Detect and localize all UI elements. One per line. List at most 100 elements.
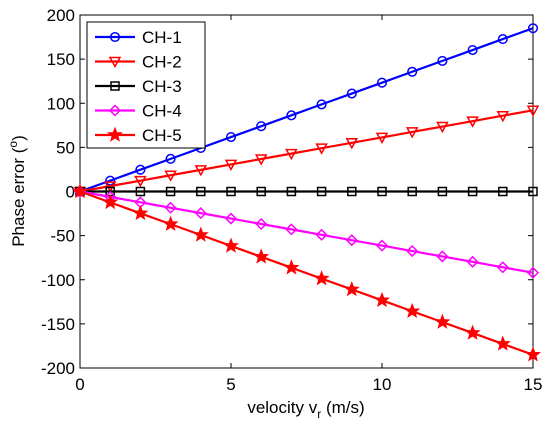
data-point (283, 259, 300, 275)
data-point (256, 186, 266, 197)
x-tick-label: 0 (75, 375, 84, 394)
data-point (466, 255, 479, 268)
x-tick-label: 5 (226, 375, 235, 394)
data-point (375, 132, 389, 144)
data-point (347, 186, 357, 197)
data-point (316, 99, 327, 110)
data-point (374, 291, 390, 308)
legend-item: CH-3 (95, 77, 182, 96)
y-axis-label-superscript: o (6, 141, 20, 148)
legend-item: CH-2 (95, 53, 182, 72)
data-point (286, 186, 297, 197)
y-tick-label: 0 (66, 183, 75, 202)
data-point (72, 183, 88, 199)
data-point (437, 186, 448, 197)
data-point (253, 248, 270, 264)
data-point (285, 223, 298, 236)
data-point (437, 55, 448, 66)
data-point (436, 250, 449, 263)
data-point (316, 186, 327, 197)
y-tick-label: 200 (47, 6, 75, 25)
data-point (286, 110, 297, 121)
y-axis-label-close: ) (9, 135, 28, 141)
data-point (407, 66, 418, 77)
series-line (79, 109, 534, 193)
data-point (162, 215, 179, 231)
data-point (165, 153, 176, 164)
legend-label: CH-3 (142, 77, 182, 96)
legend-label: CH-2 (142, 53, 182, 72)
data-point (164, 201, 177, 214)
legend-marker (109, 31, 121, 43)
series-line (79, 190, 534, 274)
y-tick-label: -200 (41, 359, 75, 378)
legend-label: CH-1 (142, 28, 182, 47)
data-point (196, 186, 206, 197)
legend: CH-1 CH-2 CH-3 CH-4 CH-5 (86, 21, 206, 149)
data-point (192, 226, 209, 242)
series-line (79, 27, 534, 193)
data-point (315, 143, 328, 155)
data-point (496, 110, 510, 123)
data-point (526, 266, 540, 279)
series-ch-5 (72, 183, 541, 362)
series-line (79, 190, 534, 356)
x-tick-label: 10 (373, 375, 392, 394)
data-point (165, 186, 176, 197)
data-point (164, 170, 177, 182)
legend-item: CH-5 (95, 126, 182, 145)
data-point (406, 245, 419, 258)
data-point (434, 313, 451, 329)
series-ch-1 (74, 23, 539, 197)
data-point (436, 121, 449, 134)
data-point (255, 217, 268, 231)
data-point (224, 159, 238, 171)
data-point (103, 181, 117, 193)
data-point (132, 204, 149, 221)
data-point (466, 116, 479, 128)
x-axis-label: velocity vr (m/s) (247, 398, 364, 421)
data-point (223, 237, 239, 253)
data-point (254, 154, 268, 166)
legend-label: CH-5 (142, 126, 182, 145)
legend-marker (108, 56, 122, 69)
data-point (375, 239, 389, 252)
data-point (407, 186, 417, 197)
data-point (315, 228, 328, 241)
y-axis-label: Phase error (o) (6, 135, 28, 247)
y-tick-label: -100 (41, 271, 75, 290)
data-point (313, 270, 330, 286)
data-point (105, 175, 116, 186)
x-axis-label-main: velocity v (247, 398, 317, 417)
ticks-layer: 0 5 10 15 200 150 100 50 0 -50 -100 -150 -200 (41, 6, 542, 394)
legend-label: CH-4 (142, 102, 182, 121)
data-point (135, 164, 146, 175)
legend-item: CH-1 (95, 28, 182, 47)
y-tick-label: -50 (50, 227, 75, 246)
data-point (467, 44, 478, 56)
data-point (494, 335, 511, 351)
data-point (345, 234, 358, 247)
series-ch-3 (75, 186, 538, 197)
data-point (498, 186, 508, 197)
data-point (225, 131, 237, 143)
data-point (343, 281, 360, 297)
data-point (525, 346, 541, 362)
data-point (256, 121, 267, 132)
data-point (194, 207, 207, 220)
data-point (464, 324, 481, 340)
legend-marker (107, 126, 123, 142)
data-point (345, 138, 359, 150)
data-point (497, 34, 508, 45)
data-point (224, 212, 238, 225)
y-axis-label-main: Phase error ( (9, 147, 28, 247)
data-point (496, 261, 509, 274)
data-point (135, 186, 146, 197)
data-point (527, 23, 539, 34)
data-point (467, 186, 478, 197)
data-point (376, 77, 388, 88)
data-point (528, 186, 538, 197)
data-point (285, 148, 298, 161)
data-point (346, 88, 357, 99)
